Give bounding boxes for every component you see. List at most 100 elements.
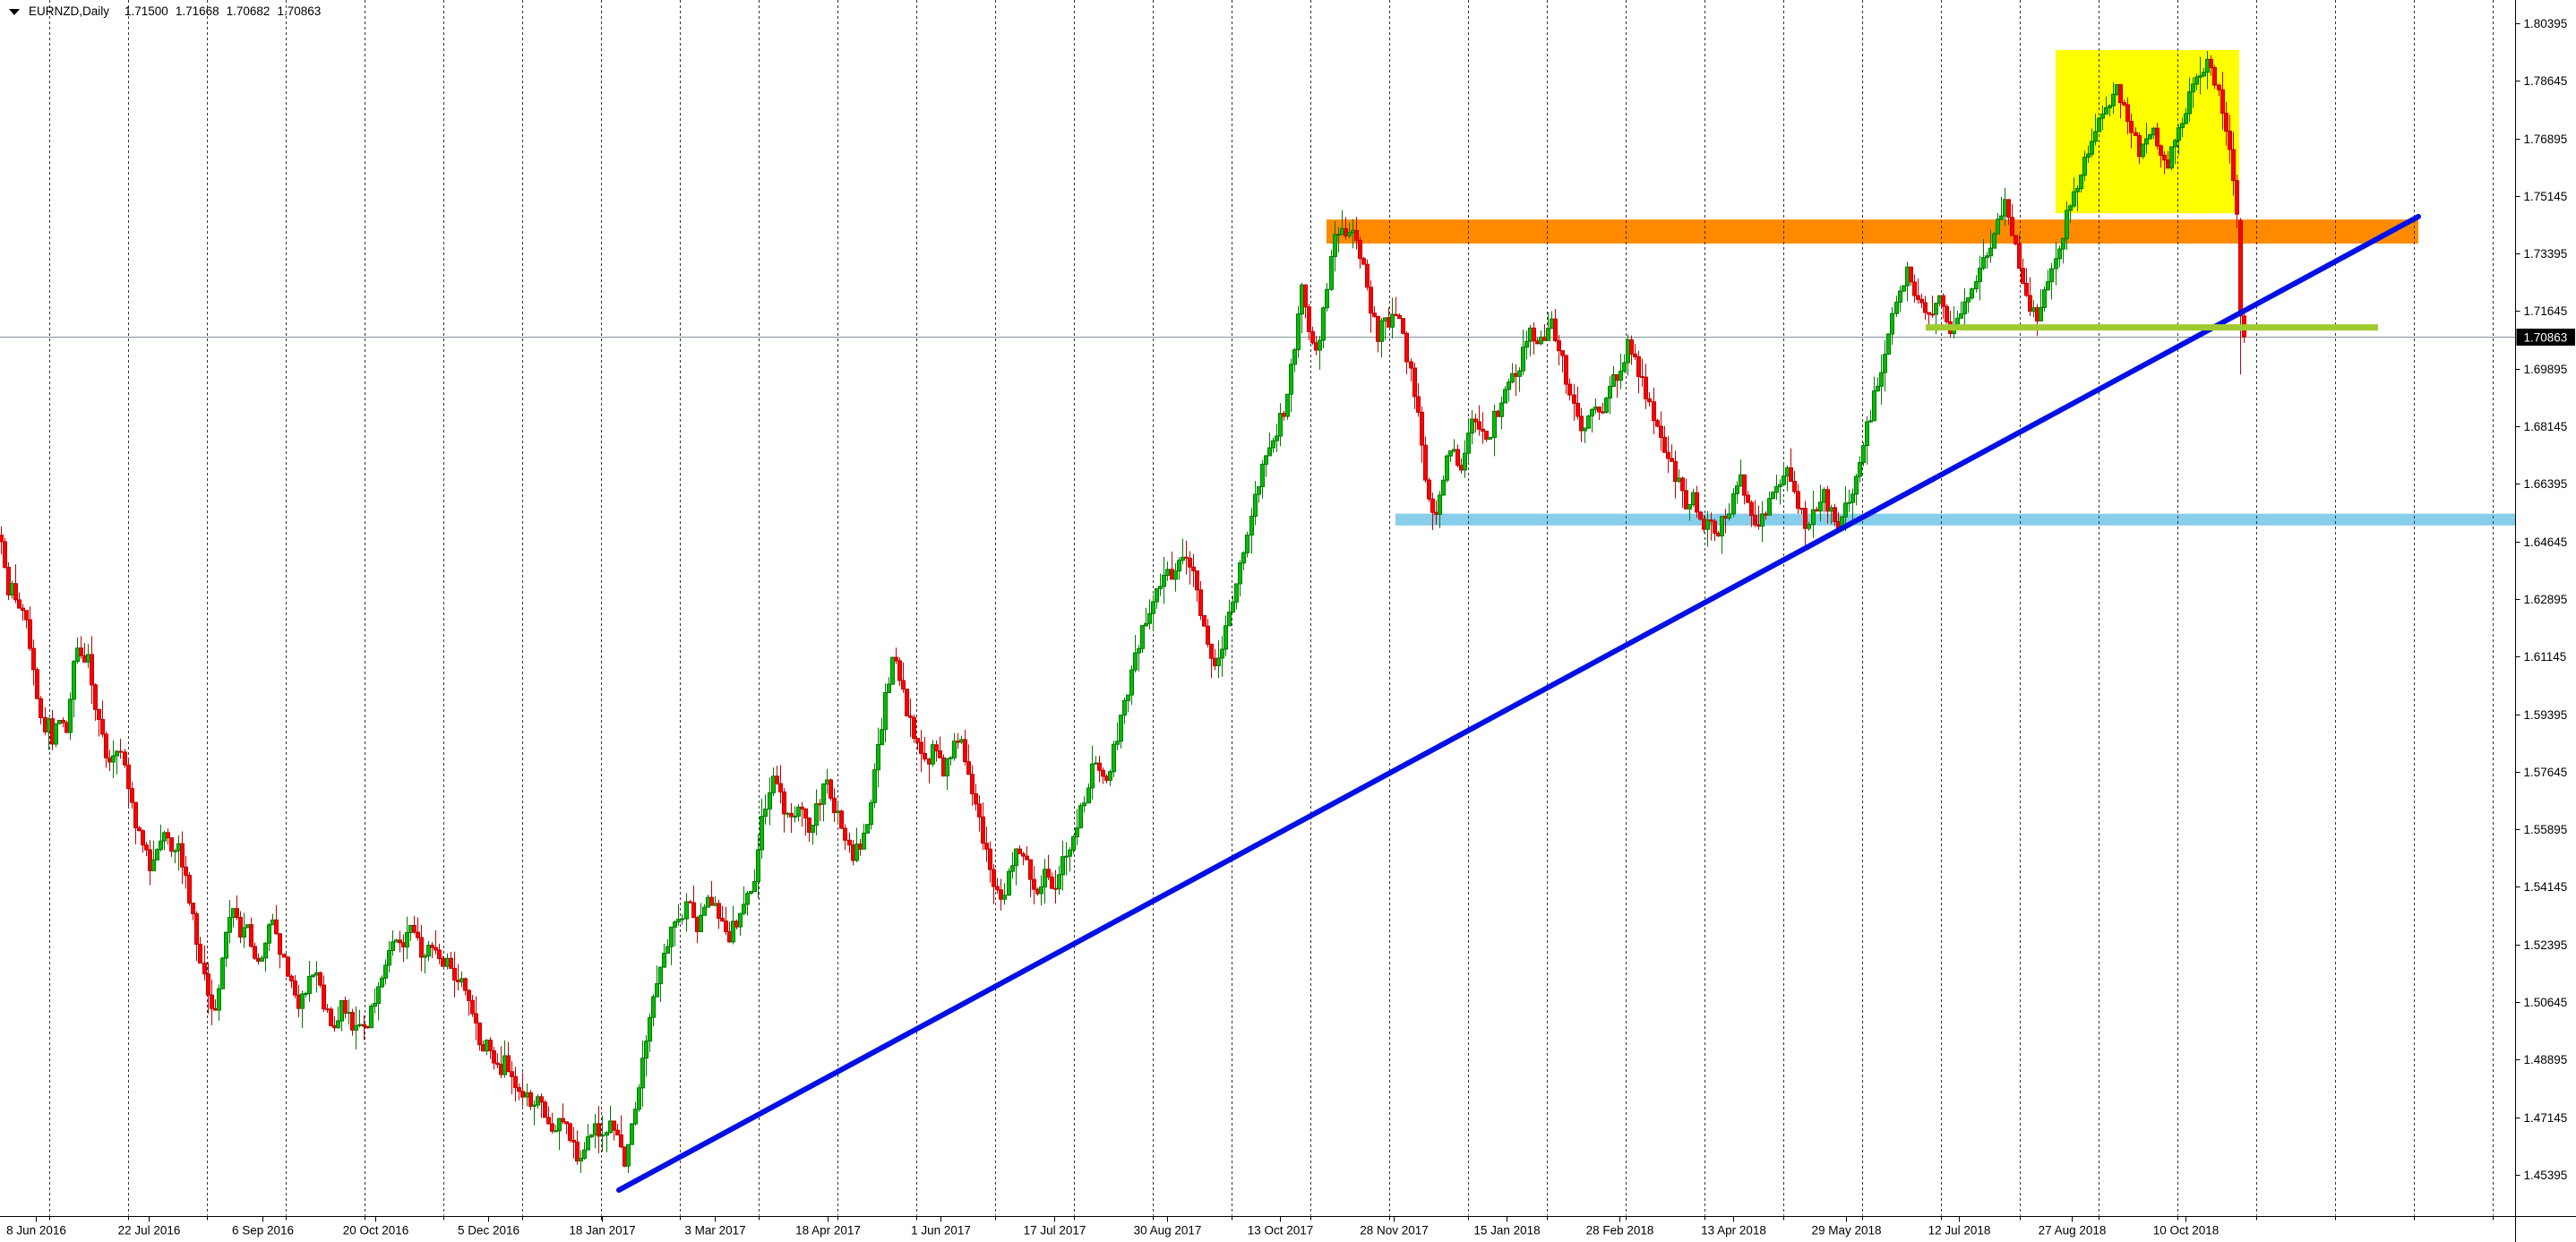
candle-down (2155, 127, 2160, 147)
candle-up (1811, 509, 1816, 526)
candle-up (1996, 218, 2000, 235)
candle-up (1086, 787, 1091, 804)
time-axis-label: 3 Mar 2017 (684, 1224, 745, 1238)
candle-up (2100, 113, 2105, 119)
candle-down (0, 535, 4, 543)
candle-up (86, 654, 90, 663)
candle-up (702, 906, 707, 916)
candle-down (992, 869, 996, 887)
candle-up (1735, 485, 1739, 494)
candle-down (1035, 888, 1040, 895)
price-axis-label: 1.80395 (2524, 17, 2568, 30)
candle-up (423, 955, 427, 958)
candle-up (2097, 117, 2101, 133)
candle-down (1344, 227, 1348, 236)
candle-up (1626, 339, 1630, 364)
candle-up (1438, 494, 1442, 515)
highlight-box[interactable] (2056, 49, 2239, 214)
candle-up (532, 1104, 537, 1107)
candle-down (126, 764, 131, 790)
candle-down (419, 937, 424, 958)
candle-up (1296, 313, 1301, 351)
symbol-dropdown-icon[interactable] (9, 8, 20, 15)
candle-up (1727, 513, 1731, 519)
candle-down (13, 583, 18, 601)
candle-up (1974, 280, 1979, 290)
candle-down (1420, 411, 1424, 446)
candle-up (1075, 827, 1079, 838)
time-axis[interactable]: 8 Jun 2016 22 Jul 2016 6 Sep 2016 20 Oct 20… (6, 1216, 2219, 1238)
candle-down (894, 656, 898, 662)
candle-up (2054, 258, 2058, 270)
candle-down (1361, 258, 1366, 265)
candle-up (1829, 507, 1833, 512)
candle-down (1597, 407, 1601, 413)
candle-up (1115, 741, 1120, 745)
candle-down (927, 758, 932, 765)
candle-up (1981, 257, 1986, 269)
candle-down (1195, 570, 1199, 591)
candle-up (1119, 715, 1123, 742)
candle-down (571, 1139, 576, 1143)
candle-up (387, 950, 391, 966)
price-axis[interactable]: 1.80395 1.78645 1.76895 1.75145 1.73395 1.716… (2515, 17, 2568, 1182)
candle-down (517, 1087, 521, 1092)
candle-up (151, 859, 156, 871)
candle-up (1231, 601, 1235, 613)
candle-down (2238, 219, 2243, 317)
candle-up (1677, 477, 1681, 483)
candle-up (159, 840, 163, 851)
support-zone[interactable] (1395, 513, 2515, 526)
candle-down (2166, 159, 2170, 169)
candle-up (47, 718, 51, 732)
candle-up (1466, 433, 1471, 454)
candle-down (253, 946, 257, 959)
candle-down (1459, 465, 1464, 471)
time-axis-label: 28 Feb 2018 (1586, 1224, 1654, 1238)
candle-up (300, 993, 305, 1009)
candle-up (111, 755, 116, 763)
candle-down (543, 1101, 547, 1118)
candle-up (1492, 410, 1497, 439)
candle-down (1455, 449, 1460, 467)
annotation-zones[interactable] (1327, 49, 2515, 526)
candle-up (394, 939, 399, 943)
candle-down (166, 832, 170, 839)
candle-up (2108, 105, 2112, 108)
candle-down (362, 1024, 366, 1027)
candle-up (245, 924, 250, 929)
candle-down (1404, 332, 1409, 363)
candle-up (1039, 886, 1043, 895)
candle-down (1307, 306, 1311, 332)
candle-down (1018, 848, 1022, 854)
candle-up (1687, 504, 1692, 510)
candle-up (2184, 113, 2188, 124)
candle-down (1496, 410, 1500, 417)
uptrend-line[interactable] (616, 213, 2421, 1193)
price-axis-label: 1.78645 (2524, 74, 2568, 88)
resistance-zone[interactable] (1327, 219, 2418, 244)
candle-down (1397, 314, 1402, 320)
candle-down (104, 733, 108, 758)
time-axis-label: 18 Apr 2017 (795, 1224, 861, 1238)
annotation-lines[interactable] (616, 213, 2421, 1193)
candle-up (1441, 479, 1446, 496)
candle-up (1321, 307, 1326, 341)
candle-down (350, 1012, 355, 1031)
candle-down (1427, 479, 1431, 500)
candle-down (1481, 428, 1485, 432)
candle-up (2003, 199, 2007, 217)
candle-down (1923, 302, 1928, 313)
candle-down (64, 722, 69, 733)
candle-down (463, 978, 468, 991)
time-axis-label: 29 May 2018 (1811, 1224, 1881, 1238)
candle-down (278, 933, 282, 955)
candle-down (1050, 877, 1054, 889)
candle-up (231, 908, 236, 919)
candle-up (2191, 83, 2195, 93)
candle-down (1413, 367, 1417, 398)
candle-down (148, 849, 152, 871)
candle-up (10, 583, 14, 595)
candle-up (1934, 303, 1938, 315)
